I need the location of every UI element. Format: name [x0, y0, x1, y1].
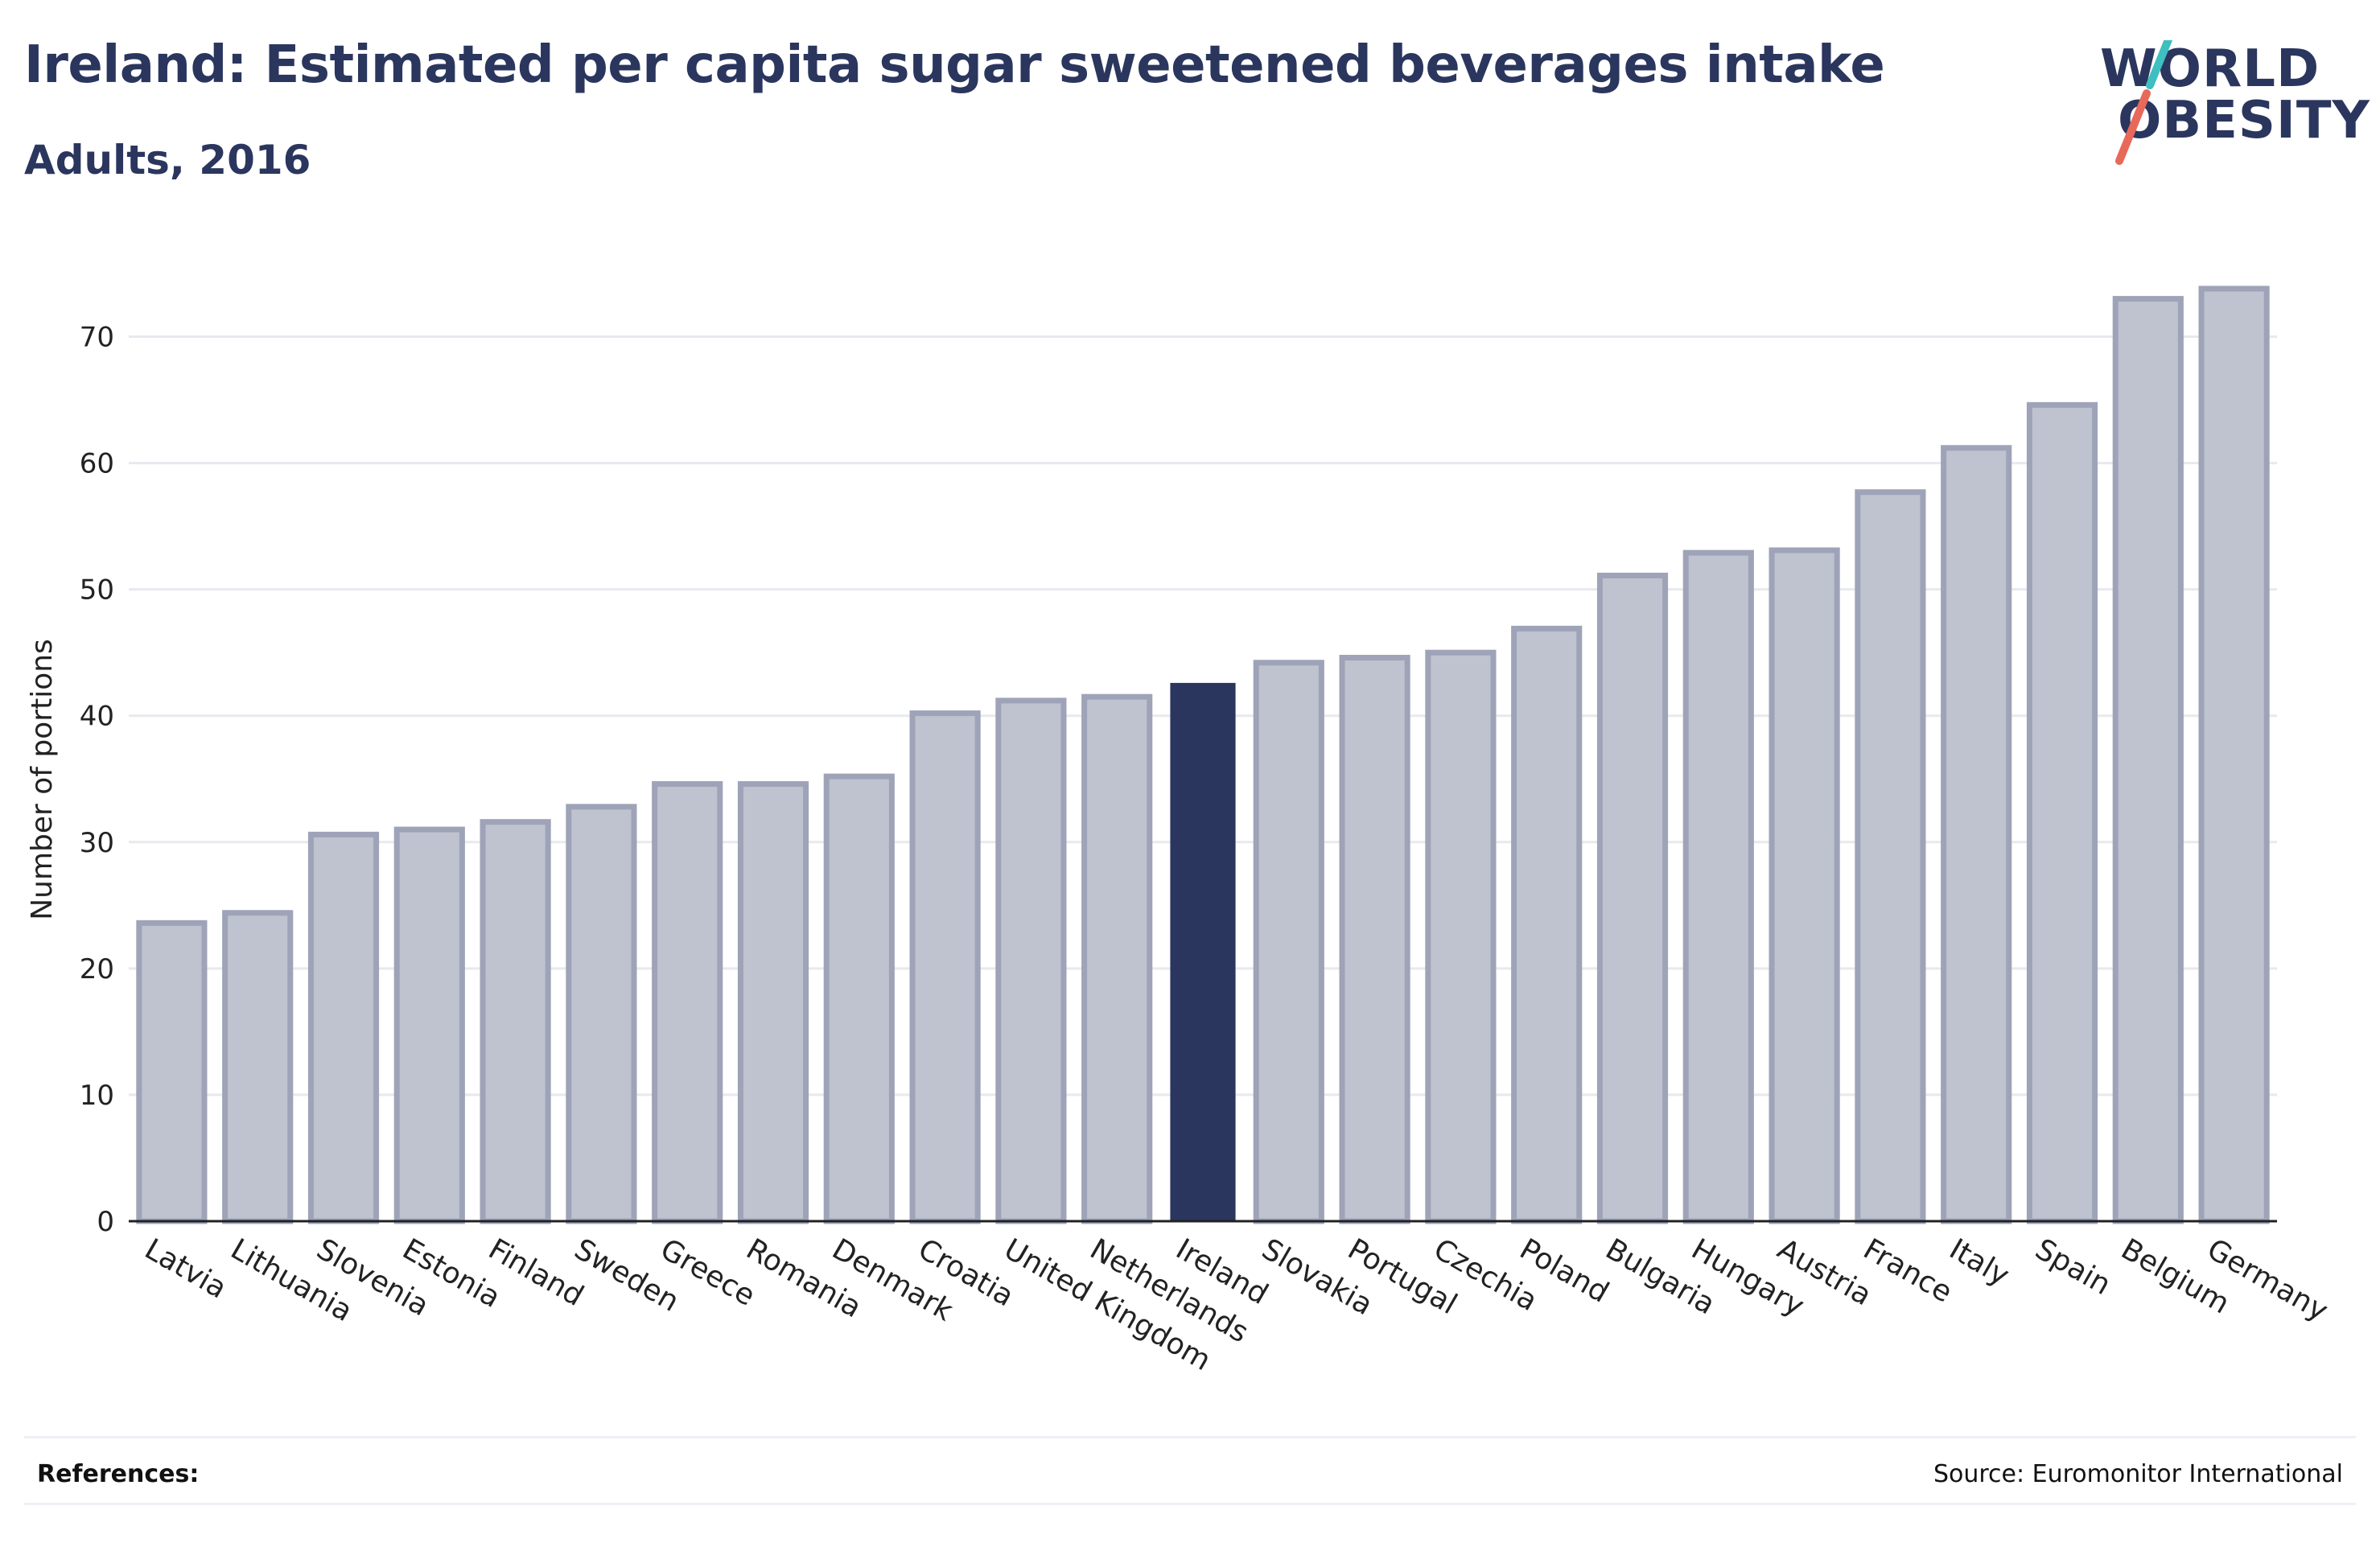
references-label: References:	[37, 1460, 200, 1488]
source-note: Source: Euromonitor International	[1933, 1460, 2343, 1488]
x-tick-label: Finland	[483, 1232, 589, 1313]
bar-united-kingdom	[995, 697, 1067, 1224]
world-obesity-logo: WORLD OBESITY	[2100, 39, 2370, 169]
bar-chart: 0 10 20 30 40 50 60 70 LatviaLithuaniaSloveniaE…	[26, 286, 2333, 1377]
y-tick-label: 30	[80, 827, 114, 859]
y-tick-label: 50	[80, 574, 114, 607]
y-tick-label: 10	[80, 1080, 114, 1112]
bar-lithuania	[222, 910, 294, 1224]
logo-text-line1: WORLD	[2100, 39, 2320, 99]
bar-bulgaria	[1596, 572, 1669, 1224]
bar-sweden	[566, 804, 637, 1224]
x-tick-label: Spain	[2030, 1232, 2117, 1302]
bar-greece	[652, 781, 723, 1224]
bar-romania	[737, 781, 809, 1224]
bar-slovenia	[307, 831, 380, 1224]
bars	[136, 286, 2270, 1224]
bar-italy	[1941, 445, 2012, 1224]
bar-france	[1855, 489, 1926, 1224]
logo-text-line2: OBESITY	[2118, 91, 2370, 150]
bar-austria	[1769, 547, 1840, 1224]
bar-spain	[2026, 401, 2098, 1224]
footer-divider-bottom	[24, 1503, 2356, 1505]
bar-czechia	[1425, 649, 1497, 1224]
bar-belgium	[2112, 295, 2184, 1224]
y-tick-label: 20	[80, 953, 114, 985]
y-tick-label: 60	[80, 448, 114, 480]
bar-slovakia	[1253, 660, 1324, 1224]
bar-poland	[1511, 625, 1583, 1224]
bar-latvia	[136, 920, 208, 1224]
y-tick-labels: 0 10 20 30 40 50 60 70	[80, 322, 114, 1238]
bar-portugal	[1339, 654, 1410, 1224]
chart-subtitle: Adults, 2016	[24, 137, 311, 183]
bar-croatia	[909, 710, 981, 1224]
bar-netherlands	[1081, 693, 1153, 1224]
y-tick-label: 70	[80, 322, 114, 354]
logo-slash-icon	[2115, 40, 2173, 165]
x-tick-label: France	[1858, 1232, 1958, 1309]
bar-estonia	[393, 826, 465, 1224]
x-tick-label: Latvia	[139, 1232, 232, 1305]
footer-divider-top	[24, 1436, 2356, 1438]
y-axis-label: Number of portions	[26, 639, 59, 920]
bar-hungary	[1682, 549, 1754, 1224]
x-tick-labels: LatviaLithuaniaSloveniaEstoniaFinlandSwe…	[139, 1232, 2333, 1377]
bar-denmark	[823, 773, 895, 1224]
chart-title: Ireland: Estimated per capita sugar swee…	[24, 35, 1885, 95]
y-tick-label: 0	[97, 1206, 114, 1238]
bar-germany	[2198, 286, 2270, 1224]
bar-finland	[480, 819, 551, 1224]
bar-ireland	[1170, 682, 1236, 1221]
y-tick-label: 40	[80, 701, 114, 733]
